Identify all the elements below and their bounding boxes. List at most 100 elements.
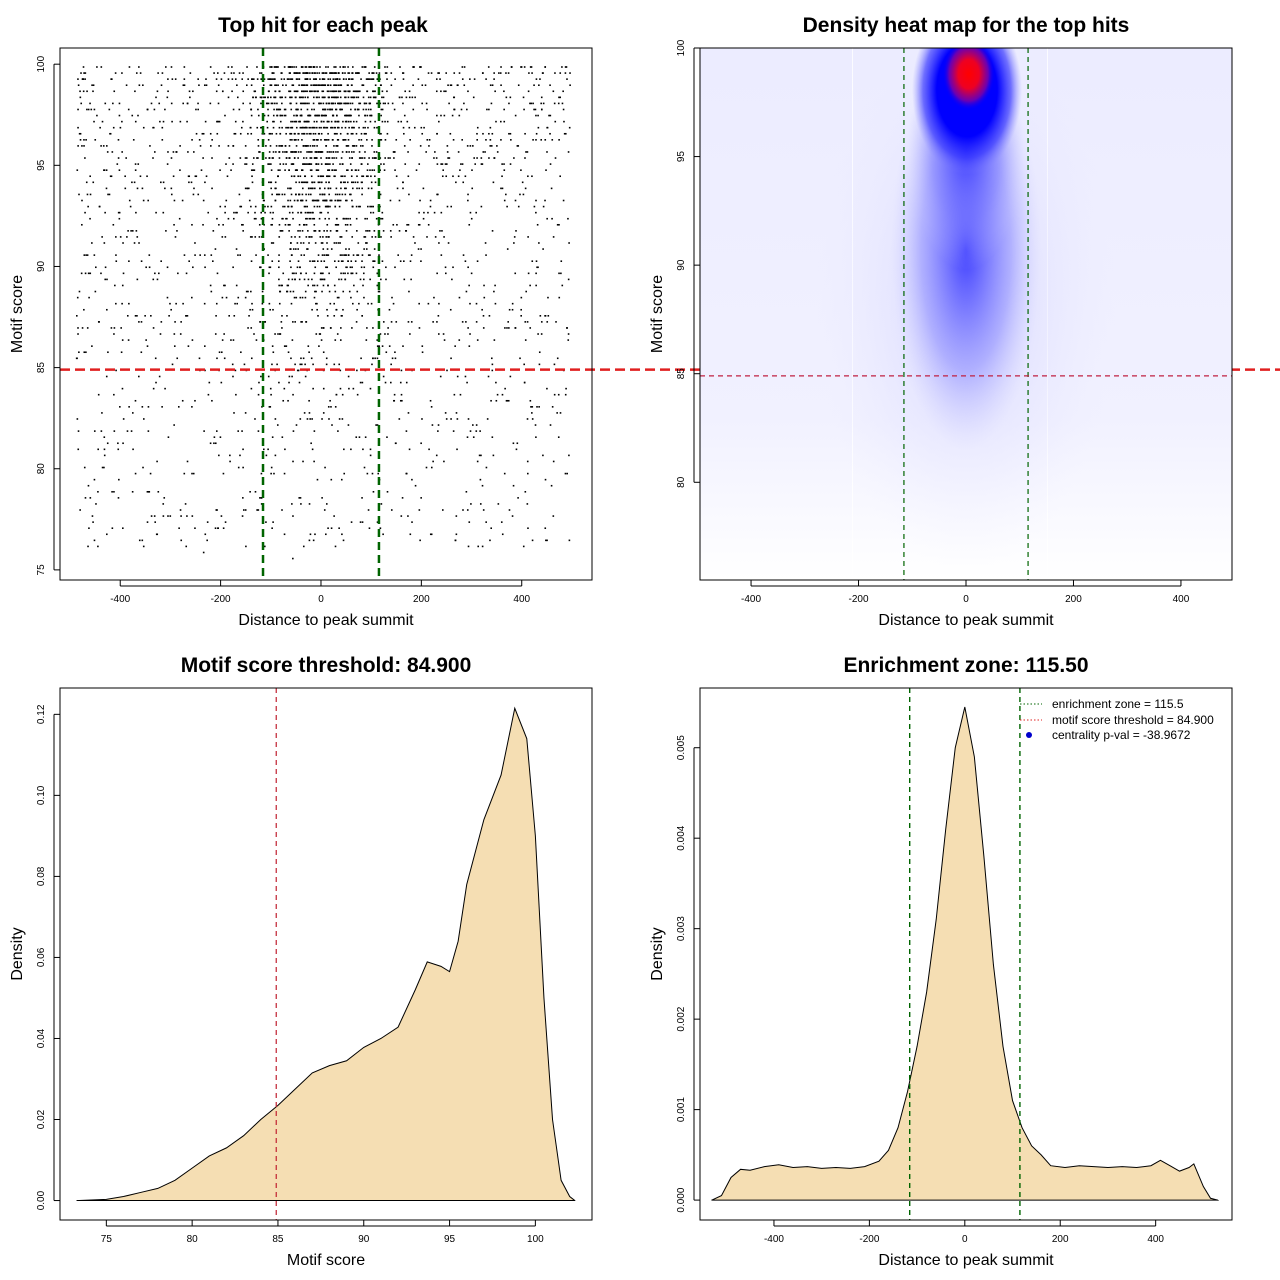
data-point	[308, 114, 310, 117]
data-point	[506, 399, 509, 402]
data-point	[242, 497, 244, 499]
data-point	[347, 169, 349, 171]
data-point	[290, 108, 293, 111]
data-point	[203, 430, 205, 432]
data-point	[195, 132, 198, 135]
data-point	[288, 72, 291, 74]
data-point	[207, 393, 210, 396]
data-point	[170, 102, 173, 105]
data-point	[300, 151, 302, 153]
data-point	[358, 151, 361, 153]
data-point	[531, 412, 533, 414]
data-point	[240, 126, 243, 129]
data-point	[246, 187, 249, 190]
data-point	[292, 151, 294, 153]
data-point	[464, 175, 467, 178]
data-point	[564, 66, 567, 68]
data-point	[460, 108, 463, 111]
data-point	[459, 169, 461, 171]
data-point	[191, 515, 194, 517]
data-point	[215, 315, 217, 317]
data-point	[440, 90, 442, 93]
y-tick-label: 100	[36, 55, 47, 72]
data-point	[294, 236, 296, 238]
data-point	[313, 84, 316, 87]
y-tick-label: 85	[676, 368, 687, 380]
data-point	[344, 278, 347, 281]
data-point	[437, 333, 440, 335]
data-point	[503, 199, 506, 202]
data-point	[538, 242, 540, 244]
data-point	[240, 205, 243, 208]
data-point	[189, 72, 192, 74]
data-point	[136, 278, 139, 281]
data-point	[192, 193, 195, 196]
data-point	[373, 126, 376, 129]
data-point	[360, 132, 363, 135]
data-point	[417, 223, 420, 226]
data-point	[341, 418, 344, 420]
data-point	[227, 78, 230, 80]
data-point	[374, 90, 376, 93]
data-point	[208, 381, 211, 384]
data-point	[321, 497, 323, 499]
data-point	[192, 266, 194, 269]
data-point	[300, 211, 302, 214]
data-point	[119, 236, 122, 238]
data-point	[281, 145, 284, 147]
data-point	[304, 96, 307, 99]
data-point	[136, 187, 139, 190]
data-point	[475, 302, 478, 305]
data-point	[365, 230, 367, 232]
data-point	[430, 406, 433, 408]
data-point	[363, 296, 365, 299]
data-point	[407, 412, 410, 414]
data-point	[147, 199, 149, 202]
data-point	[419, 145, 422, 147]
data-point	[290, 266, 292, 269]
data-point	[258, 223, 261, 226]
data-point	[214, 442, 217, 445]
data-point	[138, 84, 141, 87]
data-point	[97, 393, 100, 396]
data-point	[260, 72, 263, 74]
data-point	[186, 315, 189, 317]
data-point	[312, 211, 314, 214]
data-point	[492, 454, 495, 457]
y-tick-label: 0.10	[36, 785, 47, 805]
data-point	[307, 193, 310, 196]
data-point	[249, 236, 252, 238]
data-point	[535, 199, 537, 202]
data-point	[361, 260, 363, 262]
data-point	[342, 260, 344, 262]
data-point	[477, 545, 480, 548]
data-point	[409, 260, 412, 262]
data-point	[312, 84, 314, 87]
x-axis-label: Motif score	[287, 1252, 365, 1269]
data-point	[472, 145, 474, 147]
data-point	[272, 72, 275, 74]
data-point	[86, 108, 88, 111]
data-point	[319, 211, 322, 214]
data-point	[370, 211, 372, 214]
data-point	[303, 205, 306, 208]
data-point	[344, 254, 347, 256]
data-point	[250, 387, 253, 390]
data-point	[224, 284, 226, 287]
data-point	[235, 248, 238, 250]
data-point	[299, 296, 302, 299]
data-point	[171, 363, 174, 366]
data-point	[292, 84, 295, 87]
data-point	[374, 357, 376, 360]
data-point	[368, 527, 371, 530]
data-point	[335, 393, 338, 396]
data-point	[106, 278, 108, 281]
data-point	[161, 406, 163, 408]
data-point	[77, 430, 80, 432]
data-point	[335, 242, 338, 244]
data-point	[535, 436, 537, 438]
data-point	[121, 387, 124, 390]
data-point	[326, 266, 329, 269]
data-point	[347, 145, 350, 147]
data-point	[257, 157, 259, 159]
